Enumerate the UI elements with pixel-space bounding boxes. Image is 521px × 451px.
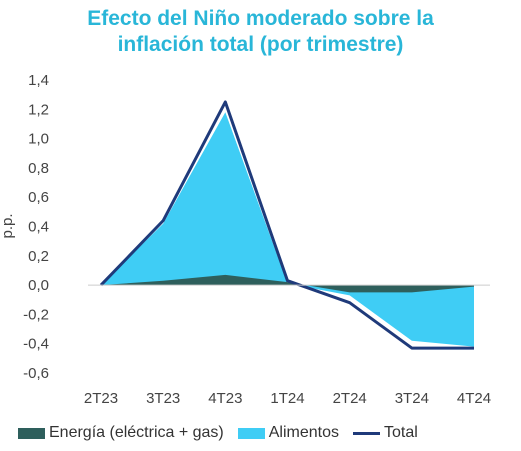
area-energia-electrica-gas xyxy=(101,274,474,293)
y-tick-label: 0,2 xyxy=(28,248,49,265)
legend: Energía (eléctrica + gas) Alimentos Tota… xyxy=(18,421,432,445)
y-tick-label: 0,6 xyxy=(28,189,49,206)
chart-title-line-2: inflación total (por trimestre) xyxy=(117,33,404,56)
y-tick-label: 0,0 xyxy=(28,277,49,294)
legend-item-total: Total xyxy=(353,424,418,442)
chart-title-line-1: Efecto del Niño moderado sobre la xyxy=(87,7,434,30)
legend-label-energia: Energía (eléctrica + gas) xyxy=(49,424,224,441)
area-alimentos xyxy=(101,112,474,347)
legend-swatch-alimentos xyxy=(237,427,265,439)
legend-label-alimentos: Alimentos xyxy=(268,424,339,441)
x-tick-label: 3T24 xyxy=(395,390,429,407)
x-tick-label: 2T23 xyxy=(84,390,118,407)
y-tick-label: 1,2 xyxy=(28,101,49,118)
axes: 1,4 1,2 1,0 0,8 0,6 0,4 0,2 0,0 -0,2 -0,4 -0,6 2T23… xyxy=(23,72,491,407)
y-tick-label: -0,4 xyxy=(23,336,49,353)
legend-item-energia: Energía (eléctrica + gas) xyxy=(18,424,224,442)
legend-swatch-energia xyxy=(18,427,45,439)
line-layers xyxy=(99,100,474,350)
y-tick-label: 1,4 xyxy=(28,72,49,89)
y-tick-label: -0,6 xyxy=(23,365,49,382)
x-tick-label: 3T23 xyxy=(146,390,180,407)
x-tick-label: 4T23 xyxy=(208,390,242,407)
x-tick-label: 4T24 xyxy=(457,390,491,407)
x-tick-label: 2T24 xyxy=(333,390,367,407)
x-tick-label: 1T24 xyxy=(270,390,304,407)
y-tick-label: 0,4 xyxy=(28,219,49,236)
area-layers xyxy=(101,112,474,347)
line-total xyxy=(99,100,474,350)
legend-item-alimentos: Alimentos xyxy=(237,424,339,442)
y-axis-label: p.p. xyxy=(0,213,16,238)
area-chart: 1,4 1,2 1,0 0,8 0,6 0,4 0,2 0,0 -0,2 -0,4 -0,6 2T23… xyxy=(0,72,491,407)
chart-title: Efecto del Niño moderado sobre la inflac… xyxy=(0,6,521,58)
legend-label-total: Total xyxy=(384,424,418,441)
y-tick-label: 1,0 xyxy=(28,131,49,148)
legend-swatch-total xyxy=(353,431,380,435)
y-tick-label: -0,2 xyxy=(23,306,49,323)
y-tick-label: 0,8 xyxy=(28,160,49,177)
